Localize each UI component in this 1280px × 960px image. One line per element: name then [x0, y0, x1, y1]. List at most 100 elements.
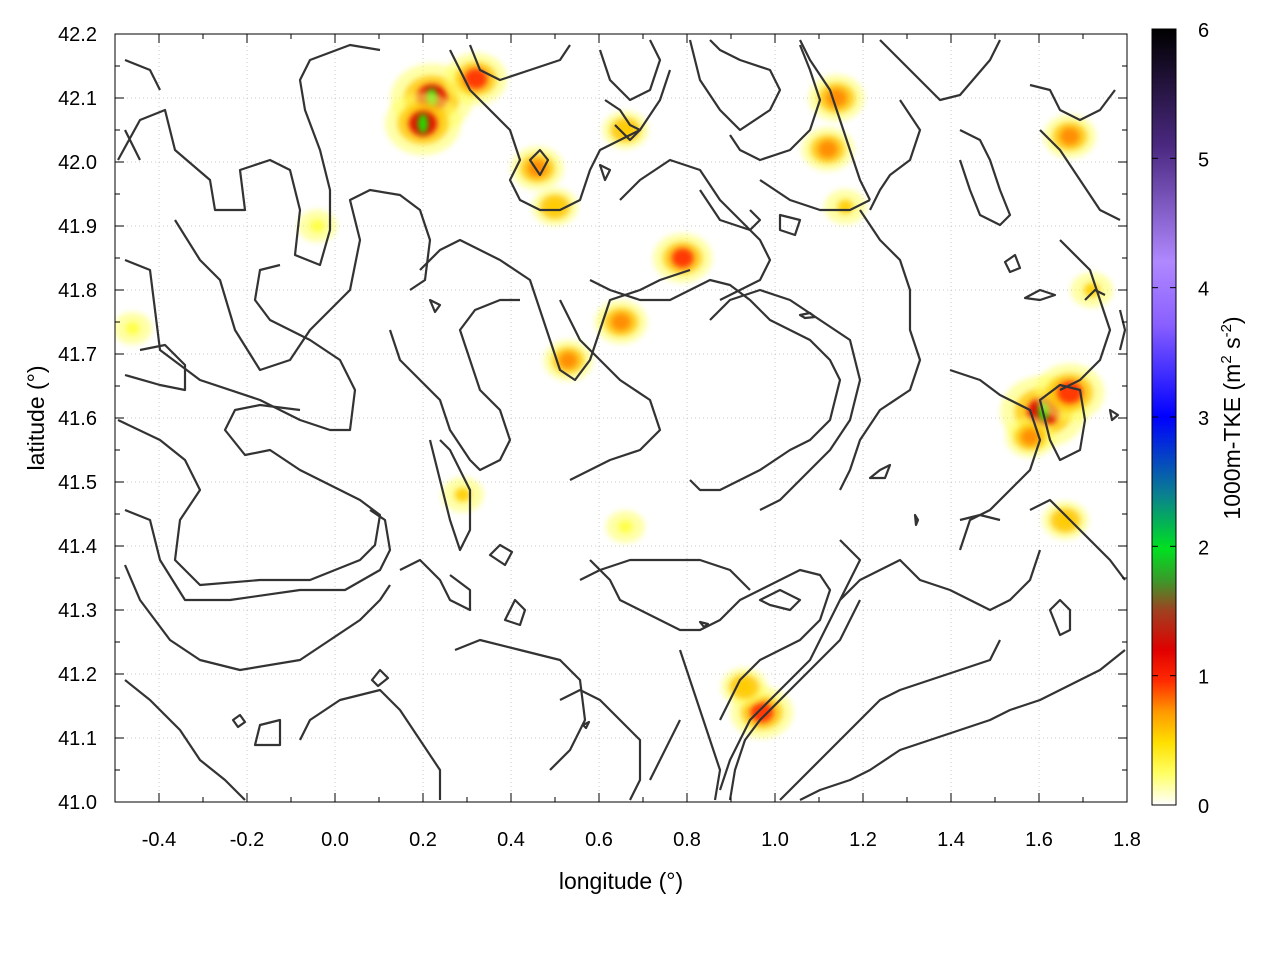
- contour-line: [124, 258, 357, 432]
- tke-core: [1056, 512, 1074, 529]
- y-tick-label: 41.0: [58, 792, 97, 814]
- colorbar-label: 1000m-TKE (m2 s-2): [1218, 316, 1245, 519]
- x-tick-label: -0.2: [230, 829, 264, 851]
- colorbar-tick-label: 0: [1198, 796, 1209, 818]
- contour-line: [528, 148, 550, 177]
- y-tick-label: 41.8: [58, 280, 97, 302]
- contour-line: [559, 688, 642, 801]
- contour-line: [729, 44, 822, 162]
- tke-heat-layer: [115, 52, 1113, 739]
- contour-line: [124, 58, 161, 91]
- contour-line: [1039, 129, 1121, 221]
- terrain-contour-layer: [117, 39, 1127, 801]
- contour-line: [1118, 309, 1127, 351]
- tke-core: [546, 199, 564, 215]
- tke-core: [735, 679, 753, 695]
- x-tick-label: 0.0: [321, 829, 349, 851]
- tke-core: [559, 352, 578, 369]
- colorbar-label-end: ): [1219, 316, 1245, 324]
- contour-line: [709, 288, 862, 511]
- colorbar-tick-label: 5: [1198, 149, 1209, 171]
- y-tick-label: 41.5: [58, 472, 97, 494]
- tke-core: [837, 199, 854, 214]
- tke-core: [464, 68, 488, 90]
- contour-line: [124, 129, 141, 161]
- colorbar-tick-label: 2: [1198, 537, 1209, 559]
- contour-line: [868, 463, 892, 480]
- contour-line: [958, 129, 1012, 227]
- contour-line: [718, 539, 862, 791]
- contour-line: [117, 43, 381, 267]
- contour-line: [799, 649, 1126, 801]
- contour-line: [1029, 83, 1116, 122]
- contour-line: [454, 638, 587, 771]
- y-tick-label: 41.4: [58, 536, 97, 558]
- x-tick-label: 1.0: [761, 829, 789, 851]
- colorbar-label-sup1: 2: [1218, 355, 1235, 363]
- colorbar-tick-label: 4: [1198, 279, 1209, 301]
- x-tick-label: 1.2: [849, 829, 877, 851]
- y-tick-label: 41.7: [58, 344, 97, 366]
- contour-line: [879, 39, 1001, 102]
- tke-core: [671, 248, 694, 268]
- contour-line: [124, 679, 246, 801]
- colorbar-label-mid: s: [1219, 337, 1245, 355]
- tke-core: [310, 219, 325, 233]
- contour-line: [1108, 408, 1120, 422]
- contour-line: [589, 278, 842, 492]
- contour-line: [231, 713, 247, 729]
- x-axis-label: longitude (°): [559, 868, 683, 894]
- contour-line: [598, 39, 662, 102]
- y-tick-label: 42.2: [58, 24, 97, 46]
- x-tick-label: 0.8: [673, 829, 701, 851]
- y-tick-label: 41.6: [58, 408, 97, 430]
- contour-line: [399, 558, 472, 612]
- axis-ticks: [114, 33, 1128, 803]
- contour-line: [1059, 239, 1112, 391]
- colorbar-label-sup2: -2: [1218, 324, 1235, 337]
- contour-line: [449, 49, 672, 212]
- x-tick-label: 0.6: [585, 829, 613, 851]
- tke-core: [817, 140, 838, 158]
- contour-line: [1003, 253, 1022, 274]
- contour-line: [124, 343, 187, 392]
- contour-line: [699, 189, 762, 232]
- x-tick-label: -0.4: [142, 829, 176, 851]
- x-tick-label: 1.6: [1025, 829, 1053, 851]
- y-tick-label: 41.2: [58, 664, 97, 686]
- tke-core: [454, 487, 471, 502]
- tke-core: [750, 702, 774, 723]
- contour-line: [869, 99, 922, 211]
- tke-core: [1021, 429, 1040, 446]
- tke-peak: [418, 113, 428, 134]
- tke-core: [125, 321, 140, 335]
- x-tick-label: 1.8: [1113, 829, 1141, 851]
- contour-line: [779, 639, 1001, 801]
- contour-line: [619, 158, 772, 301]
- y-tick-label: 42.0: [58, 152, 97, 174]
- contour-line: [598, 163, 612, 182]
- colorbar-label-main: 1000m-TKE (m: [1219, 364, 1245, 520]
- contour-line: [468, 44, 571, 82]
- contour-line: [370, 668, 390, 688]
- colorbar-tick-label: 3: [1198, 408, 1209, 430]
- contour-line: [253, 718, 282, 747]
- x-tick-labels: -0.4 -0.2 0.0 0.2 0.4 0.6 0.8 1.0 1.2 1.4 1.6 1.8: [142, 829, 1141, 851]
- y-tick-label: 41.1: [58, 728, 97, 750]
- contour-line: [728, 599, 861, 801]
- contour-line: [1084, 288, 1106, 301]
- contour-line: [778, 213, 802, 237]
- contour-line: [123, 564, 391, 672]
- tke-core: [611, 313, 631, 331]
- contour-line: [678, 649, 722, 801]
- colorbar-ticks: 0 1 2 3 4 5 6: [1152, 20, 1209, 818]
- y-tick-labels: 41.0 41.1 41.2 41.3 41.4 41.5 41.6 41.7 41.8 41.9…: [58, 24, 97, 814]
- tke-core: [826, 88, 848, 108]
- contour-line: [1048, 598, 1072, 637]
- y-axis-label: latitude (°): [23, 365, 49, 470]
- contour-line: [579, 558, 751, 591]
- y-tick-label: 41.3: [58, 600, 97, 622]
- contour-line: [299, 688, 442, 800]
- tke-core: [1059, 127, 1080, 146]
